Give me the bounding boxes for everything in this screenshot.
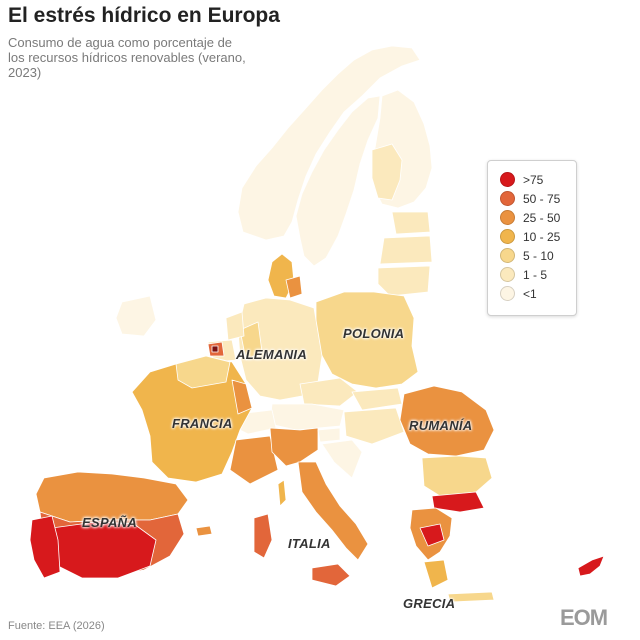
- legend-label: 25 - 50: [523, 210, 561, 225]
- region-romania: [399, 385, 495, 457]
- legend-label: 1 - 5: [523, 267, 548, 282]
- region-czechia: [299, 377, 359, 407]
- region-greece-central: [419, 523, 445, 547]
- legend-item-5-10: 5 - 10: [500, 246, 576, 265]
- legend-label: >75: [523, 172, 544, 187]
- region-bulgaria-south: [431, 491, 485, 513]
- region-austria: [269, 403, 345, 431]
- region-balearic: [195, 525, 213, 537]
- label-alemania: ALEMANIA: [236, 347, 308, 362]
- region-italy-north: [269, 427, 319, 467]
- region-portugal: [29, 515, 61, 579]
- legend-swatch: [500, 210, 515, 225]
- region-lithuania: [377, 265, 431, 297]
- region-cyprus: [577, 555, 605, 577]
- label-polonia: POLONIA: [343, 326, 405, 341]
- legend-label: <1: [523, 286, 537, 301]
- region-sardinia: [253, 513, 273, 559]
- region-slovenia: [317, 427, 341, 443]
- region-bulgaria: [421, 455, 493, 497]
- legend-swatch: [500, 229, 515, 244]
- legend-item-1-5: 1 - 5: [500, 265, 576, 284]
- label-francia: FRANCIA: [172, 416, 233, 431]
- brand-logo: EOM: [560, 605, 608, 630]
- label-grecia: GRECIA: [403, 596, 456, 611]
- region-italy: [297, 461, 369, 561]
- region-peloponnese: [423, 559, 449, 589]
- legend-label: 10 - 25: [523, 229, 561, 244]
- region-norway: [237, 45, 421, 241]
- region-france-east: [231, 379, 253, 415]
- label-italia: ITALIA: [288, 536, 331, 551]
- legend-item-50-75: 50 - 75: [500, 189, 576, 208]
- legend-label: 50 - 75: [523, 191, 561, 206]
- region-corsica: [277, 479, 287, 507]
- region-ireland: [115, 295, 157, 337]
- region-netherlands: [225, 311, 245, 341]
- map-title: El estrés hídrico en Europa: [8, 4, 280, 27]
- legend: >75 50 - 75 25 - 50 10 - 25 5 - 10 1 - 5…: [487, 160, 577, 316]
- legend-item-10-25: 10 - 25: [500, 227, 576, 246]
- legend-label: 5 - 10: [523, 248, 554, 263]
- region-slovakia: [351, 387, 403, 411]
- region-denmark-east: [285, 275, 303, 299]
- legend-item-lt1: <1: [500, 284, 576, 303]
- region-crete: [447, 591, 495, 603]
- region-estonia: [391, 211, 431, 235]
- region-sweden: [295, 95, 381, 267]
- label-rumania: RUMANÍA: [409, 418, 473, 433]
- legend-swatch: [500, 267, 515, 282]
- region-germany-west: [239, 321, 263, 361]
- region-latvia: [379, 235, 433, 265]
- legend-item-25-50: 25 - 50: [500, 208, 576, 227]
- legend-swatch: [500, 248, 515, 263]
- region-hungary: [343, 407, 405, 445]
- legend-swatch: [500, 172, 515, 187]
- legend-swatch: [500, 191, 515, 206]
- legend-swatch: [500, 286, 515, 301]
- region-france-north: [175, 355, 231, 389]
- map-subtitle: Consumo de agua como porcentaje de los r…: [8, 35, 246, 80]
- region-finland-west: [371, 143, 403, 201]
- region-sicily: [311, 563, 351, 587]
- region-brussels: [211, 345, 219, 353]
- region-spain-south: [51, 521, 157, 579]
- source-note: Fuente: EEA (2026): [8, 620, 105, 632]
- region-france-southeast: [229, 435, 279, 485]
- label-espana: ESPAÑA: [82, 515, 138, 530]
- region-croatia: [321, 439, 363, 479]
- legend-item-gt75: >75: [500, 170, 576, 189]
